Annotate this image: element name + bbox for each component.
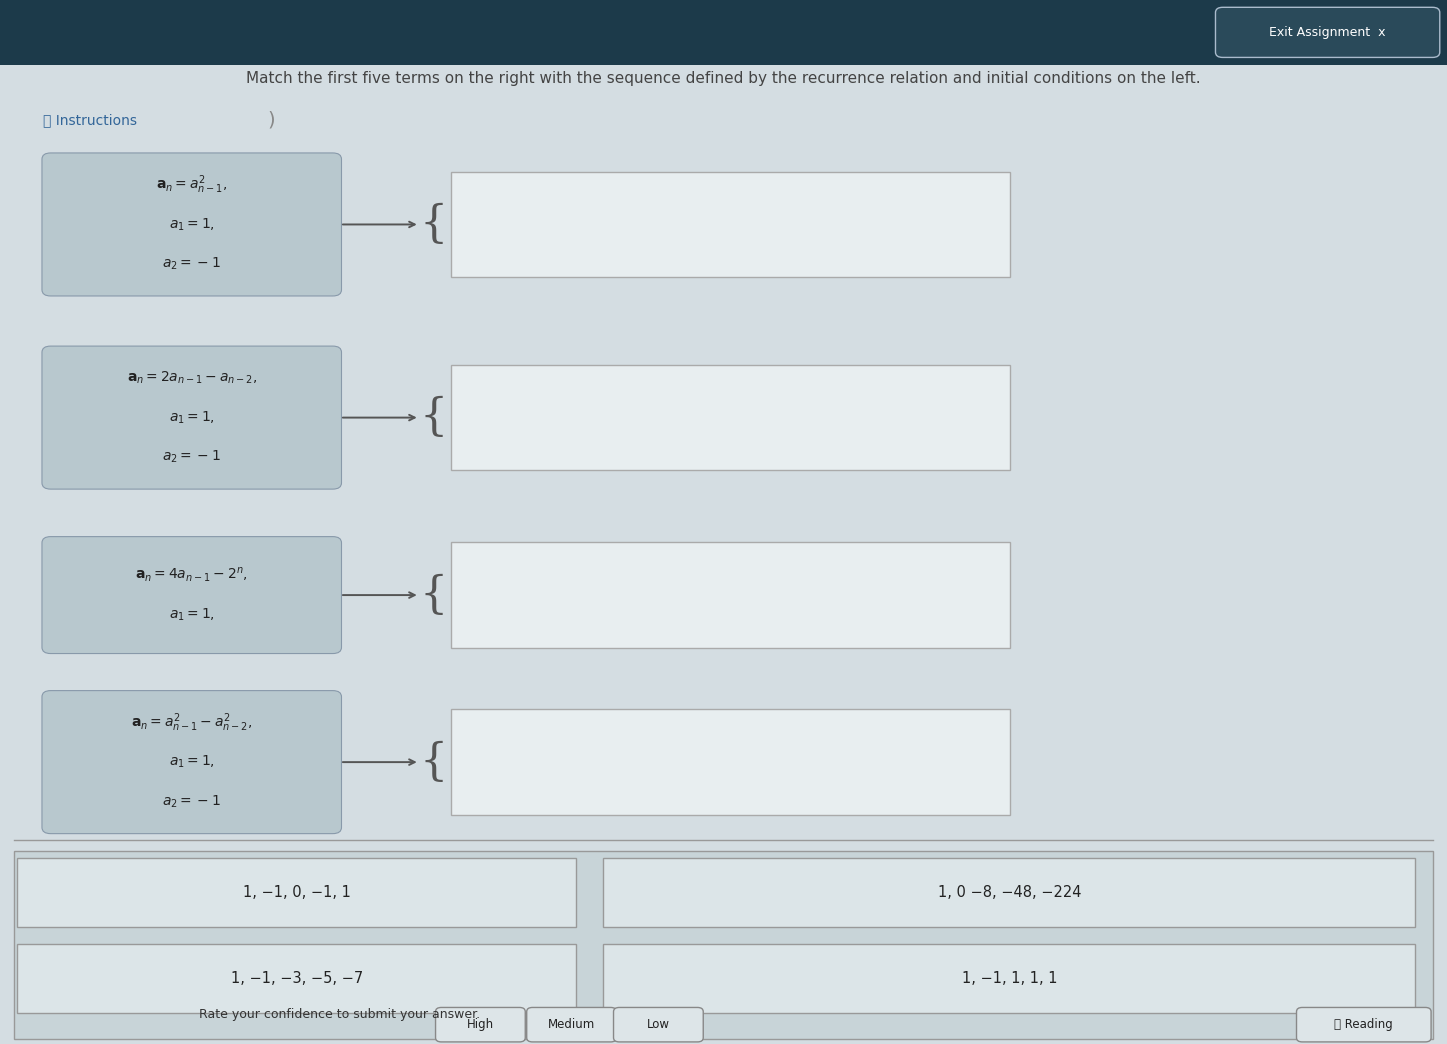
Text: Rate your confidence to submit your answer.: Rate your confidence to submit your answ… [200, 1009, 480, 1021]
Text: Low: Low [647, 1018, 670, 1031]
Text: $\mathbf{a}_n = a_{n-1}^2,$: $\mathbf{a}_n = a_{n-1}^2,$ [156, 173, 227, 196]
Text: Exit Assignment  x: Exit Assignment x [1269, 26, 1386, 39]
FancyBboxPatch shape [527, 1007, 616, 1042]
Text: Medium: Medium [548, 1018, 595, 1031]
Text: ): ) [268, 111, 275, 129]
FancyBboxPatch shape [14, 851, 1433, 1039]
Text: 1, −1, 1, 1, 1: 1, −1, 1, 1, 1 [962, 971, 1056, 986]
Text: ⓘ Instructions: ⓘ Instructions [43, 113, 137, 127]
Text: 1, 0 −8, −48, −224: 1, 0 −8, −48, −224 [938, 885, 1081, 900]
FancyBboxPatch shape [436, 1007, 525, 1042]
FancyBboxPatch shape [603, 944, 1415, 1013]
FancyBboxPatch shape [42, 691, 341, 833]
FancyBboxPatch shape [42, 152, 341, 296]
Text: $a_2 = -1$: $a_2 = -1$ [162, 256, 221, 272]
FancyBboxPatch shape [451, 171, 1010, 277]
Text: Match the first five terms on the right with the sequence defined by the recurre: Match the first five terms on the right … [246, 71, 1201, 86]
Text: $\mathbf{a}_n = 4a_{n-1} - 2^n,$: $\mathbf{a}_n = 4a_{n-1} - 2^n,$ [136, 566, 247, 585]
FancyBboxPatch shape [614, 1007, 703, 1042]
Text: 1, −1, 0, −1, 1: 1, −1, 0, −1, 1 [243, 885, 350, 900]
Text: $\mathbf{a}_n = 2a_{n-1} - a_{n-2},$: $\mathbf{a}_n = 2a_{n-1} - a_{n-2},$ [126, 370, 258, 386]
Text: $a_2 = -1$: $a_2 = -1$ [162, 793, 221, 810]
Text: High: High [467, 1018, 493, 1031]
Text: $\mathbf{a}_n = a_{n-1}^2 - a_{n-2}^2,$: $\mathbf{a}_n = a_{n-1}^2 - a_{n-2}^2,$ [132, 711, 252, 734]
Text: $a_1 = 1,$: $a_1 = 1,$ [169, 607, 214, 623]
Text: 📖 Reading: 📖 Reading [1334, 1018, 1393, 1031]
FancyBboxPatch shape [0, 65, 1447, 846]
FancyBboxPatch shape [451, 365, 1010, 470]
FancyBboxPatch shape [451, 710, 1010, 814]
FancyBboxPatch shape [42, 347, 341, 489]
Text: $a_2 = -1$: $a_2 = -1$ [162, 449, 221, 466]
FancyBboxPatch shape [1297, 1007, 1431, 1042]
FancyBboxPatch shape [451, 543, 1010, 647]
Text: $a_1 = 1,$: $a_1 = 1,$ [169, 409, 214, 426]
FancyBboxPatch shape [0, 0, 1447, 65]
Text: $a_1 = 1,$: $a_1 = 1,$ [169, 216, 214, 233]
Text: {: { [420, 573, 449, 617]
FancyBboxPatch shape [17, 944, 576, 1013]
Text: {: { [420, 203, 449, 246]
FancyBboxPatch shape [603, 858, 1415, 927]
Text: 1, −1, −3, −5, −7: 1, −1, −3, −5, −7 [230, 971, 363, 986]
Text: {: { [420, 396, 449, 440]
Text: $a_1 = 1,$: $a_1 = 1,$ [169, 754, 214, 770]
Text: {: { [420, 740, 449, 784]
FancyBboxPatch shape [17, 858, 576, 927]
FancyBboxPatch shape [42, 537, 341, 654]
FancyBboxPatch shape [1215, 7, 1440, 57]
